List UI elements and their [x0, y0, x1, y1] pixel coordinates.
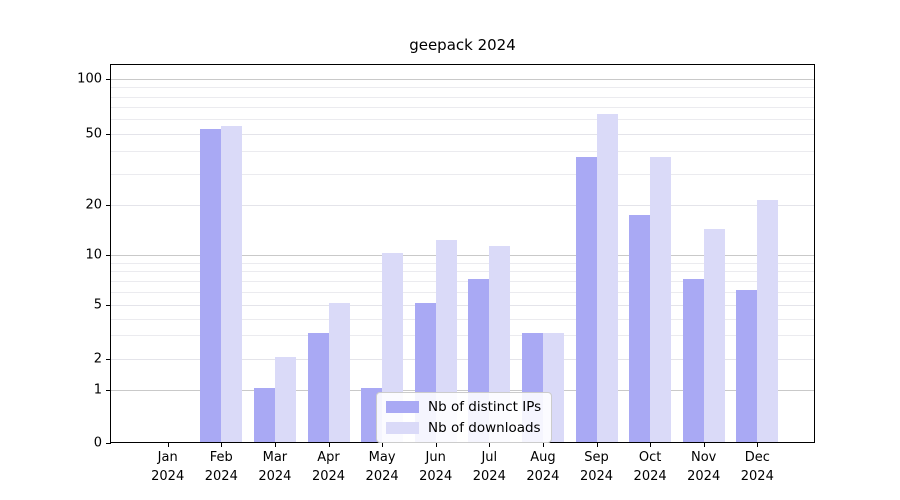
legend-label-distinct-ips: Nb of distinct IPs [428, 399, 542, 415]
x-axis-tick-label-oct: Oct 2024 [633, 450, 667, 484]
y-axis-tick-label: 10 [85, 247, 102, 263]
y-axis-tick-label: 20 [85, 197, 102, 213]
x-axis-tick-mark [167, 442, 169, 447]
bar-oct-downloads [650, 157, 672, 442]
gridline-50 [111, 133, 814, 135]
gridline-minor [111, 292, 814, 294]
bar-mar-distinct-ips [253, 388, 275, 442]
chart-title: geepack 2024 [409, 36, 516, 54]
x-axis-tick-label-jun: Jun 2024 [419, 450, 453, 484]
gridline-minor [111, 87, 814, 89]
x-axis-tick-label-jul: Jul 2024 [472, 450, 506, 484]
gridline-100 [111, 79, 814, 80]
gridline-minor [111, 262, 814, 264]
gridline-5 [111, 305, 814, 307]
y-axis-tick-mark [106, 255, 111, 257]
gridline-minor [111, 281, 814, 282]
y-axis-tick-mark [106, 359, 111, 361]
bar-oct-distinct-ips [629, 215, 651, 442]
gridline-10 [111, 255, 814, 257]
bar-jun-downloads [435, 240, 457, 442]
x-axis-tick-mark [703, 442, 705, 447]
x-axis-tick-mark [274, 442, 276, 447]
bar-apr-downloads [328, 303, 350, 442]
gridline-minor [111, 271, 814, 273]
gridline-minor [111, 151, 814, 153]
x-axis-tick-mark [382, 442, 384, 447]
gridline-20 [111, 205, 814, 207]
gridline-minor [111, 335, 814, 337]
x-axis-tick-mark [596, 442, 598, 447]
y-axis-tick-label: 2 [93, 351, 102, 367]
gridline-1 [111, 390, 814, 392]
x-axis-tick-label-jan: Jan 2024 [151, 450, 185, 484]
bar-apr-distinct-ips [307, 333, 329, 442]
plot-area: Nb of distinct IPs Nb of downloads 0 1 2 5 1… [77, 64, 815, 484]
y-axis-tick-mark [106, 205, 111, 207]
x-axis-tick-mark [221, 442, 223, 447]
legend: Nb of distinct IPs Nb of downloads [376, 392, 553, 443]
y-axis-tick-label: 100 [77, 71, 102, 87]
gridline-minor [111, 119, 814, 121]
gridline-minor [111, 173, 814, 175]
x-axis-tick-label-apr: Apr 2024 [311, 450, 346, 484]
gridline-2 [111, 359, 814, 361]
gridline-minor [111, 318, 814, 320]
legend-label-downloads: Nb of downloads [428, 420, 541, 436]
x-axis-tick-mark [757, 442, 759, 447]
legend-swatch-distinct-ips [386, 401, 419, 413]
y-axis-tick-mark [106, 443, 111, 444]
x-axis-tick-label-sep: Sep 2024 [579, 450, 614, 484]
y-axis-tick-label: 5 [93, 297, 102, 313]
legend-item-downloads: Nb of downloads [386, 420, 541, 436]
bar-dec-downloads [757, 199, 779, 442]
bar-dec-distinct-ips [736, 290, 758, 442]
bar-mar-downloads [274, 357, 296, 442]
y-axis-tick-label: 0 [93, 435, 102, 451]
legend-swatch-downloads [386, 422, 419, 434]
x-axis-tick-mark [328, 442, 330, 447]
y-axis-tick-mark [106, 79, 111, 80]
legend-item-distinct-ips: Nb of distinct IPs [386, 399, 541, 415]
x-axis-tick-mark [542, 442, 544, 447]
gridline-minor [111, 107, 814, 109]
bar-feb-downloads [221, 125, 243, 442]
bar-sep-downloads [596, 113, 618, 442]
x-axis-tick-mark [489, 442, 491, 447]
bar-feb-distinct-ips [200, 128, 222, 442]
y-axis-tick-label: 1 [93, 382, 102, 398]
y-axis-tick-mark [106, 305, 111, 307]
x-axis-tick-label-may: May 2024 [365, 450, 399, 484]
y-axis-tick-label: 50 [85, 126, 102, 142]
y-axis-tick-mark [106, 133, 111, 135]
bar-sep-distinct-ips [575, 157, 597, 442]
y-axis-tick-mark [106, 390, 111, 392]
x-axis-tick-label-feb: Feb 2024 [204, 450, 238, 484]
x-axis-tick-label-aug: Aug 2024 [526, 450, 560, 484]
bar-nov-distinct-ips [682, 279, 704, 442]
x-axis-tick-label-nov: Nov 2024 [687, 450, 721, 484]
bar-nov-downloads [703, 229, 725, 442]
x-axis-tick-mark [650, 442, 652, 447]
gridline-minor [111, 96, 814, 98]
x-axis-tick-label-dec: Dec 2024 [740, 450, 774, 484]
x-axis-tick-label-mar: Mar 2024 [258, 450, 292, 484]
x-axis-tick-mark [435, 442, 437, 447]
